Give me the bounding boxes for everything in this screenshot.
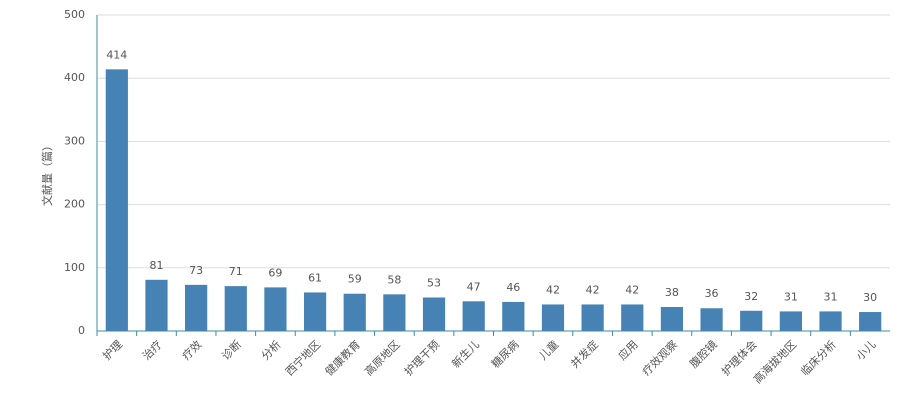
x-tick-label: 护理	[100, 337, 125, 362]
x-tick-label: 并发症	[568, 337, 601, 370]
bar	[541, 304, 565, 331]
data-label: 81	[149, 259, 163, 272]
x-tick-label: 临床分析	[798, 337, 839, 378]
data-label: 71	[229, 265, 243, 278]
x-tick-label: 疗效	[179, 337, 204, 362]
bar	[264, 287, 287, 331]
x-tick-label: 新生儿	[449, 337, 482, 370]
bar	[740, 310, 763, 331]
x-tick-label: 糖尿病	[488, 337, 521, 370]
data-label: 38	[665, 286, 679, 299]
x-tick-label: 分析	[258, 337, 283, 362]
data-label: 414	[106, 48, 127, 61]
y-axis-label: 文献量（篇）	[40, 140, 54, 206]
bar	[502, 301, 525, 331]
bar	[145, 279, 168, 331]
x-tick-label: 高海拔地区	[750, 337, 799, 386]
y-tick-label: 100	[64, 261, 85, 274]
bar	[343, 293, 366, 331]
x-tick-label: 护理体会	[718, 337, 759, 378]
bar	[819, 311, 842, 331]
data-label: 73	[189, 264, 203, 277]
bar	[462, 301, 485, 331]
x-tick-label: 疗效观察	[639, 337, 680, 378]
x-tick-label: 健康教育	[322, 337, 363, 378]
bar	[224, 286, 247, 331]
data-label: 31	[824, 290, 838, 303]
bar	[700, 308, 723, 331]
x-tick-label: 小儿	[854, 338, 879, 363]
data-label: 36	[705, 287, 719, 300]
bar	[303, 292, 327, 331]
data-label: 31	[784, 290, 798, 303]
x-tick-label: 高原地区	[362, 337, 403, 378]
data-label: 46	[506, 281, 520, 294]
data-label: 42	[625, 283, 639, 296]
bar	[185, 284, 208, 331]
x-tick-label: 应用	[615, 337, 640, 362]
bar	[105, 69, 128, 332]
data-label: 42	[546, 283, 560, 296]
data-label: 42	[586, 283, 600, 296]
data-label: 59	[348, 273, 362, 286]
y-tick-label: 500	[64, 8, 85, 21]
y-tick-label: 300	[64, 134, 85, 147]
data-label: 32	[744, 290, 758, 303]
bar	[859, 312, 882, 331]
bar	[621, 304, 644, 331]
y-tick-label: 200	[64, 198, 85, 211]
data-label: 53	[427, 277, 441, 290]
x-tick-label: 儿童	[536, 337, 561, 362]
x-tick-label: 诊断	[219, 337, 244, 362]
bar	[581, 304, 604, 331]
x-tick-label: 西宁地区	[282, 337, 323, 378]
x-tick-label: 治疗	[139, 337, 164, 362]
data-label: 69	[268, 266, 282, 279]
data-label: 47	[467, 280, 481, 293]
x-tick-label: 护理干预	[401, 337, 442, 378]
y-tick-label: 400	[64, 71, 85, 84]
bar	[422, 297, 446, 331]
data-label: 58	[387, 273, 401, 286]
bar	[660, 306, 684, 331]
y-tick-label: 0	[78, 324, 85, 337]
x-tick-label: 腹腔镜	[687, 337, 720, 370]
data-label: 61	[308, 271, 322, 284]
bar	[779, 311, 802, 331]
data-label: 30	[863, 291, 877, 304]
bar	[383, 294, 406, 331]
